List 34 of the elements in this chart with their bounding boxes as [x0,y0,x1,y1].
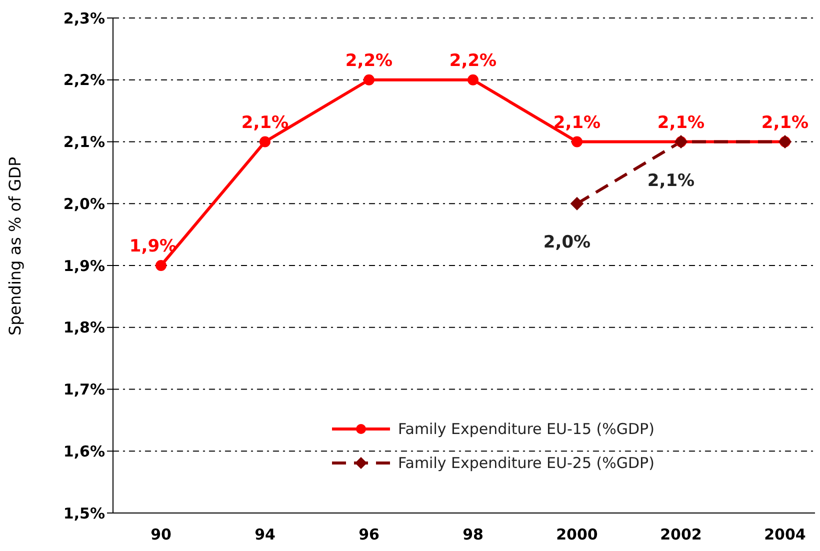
point [570,197,584,210]
point [364,74,374,86]
data-label: 1,9% [129,236,177,256]
y-tick-label: 2,3% [63,9,105,28]
x-tick-label: 94 [254,526,276,544]
point [468,74,478,86]
y-tick-label: 1,5% [63,504,105,522]
x-tick-label: 2002 [660,526,702,544]
data-label: 2,1% [553,112,601,133]
point [260,136,270,148]
y-tick-label: 2,1% [63,133,105,152]
data-label: 2,2% [449,50,497,71]
data-label: 2,2% [345,50,393,71]
x-tick-label: 96 [358,526,380,544]
legend-label: Family Expenditure EU-25 (%GDP) [398,454,654,472]
y-tick-label: 1,9% [63,256,105,275]
x-tick-label: 2000 [556,526,598,544]
y-tick-label: 2,2% [63,71,105,90]
data-label: 2,1% [241,112,289,133]
data-label: 2,1% [761,112,809,133]
data-label: 2,0% [543,232,591,253]
point [156,260,166,271]
x-tick-label: 90 [150,526,172,544]
y-tick-label: 2,0% [63,194,105,213]
y-axis-title: Spending as % of GDP [6,156,25,336]
point [572,136,582,148]
data-label: 2,1% [657,112,705,133]
data-label: 2,1% [647,170,695,191]
y-tick-label: 1,8% [63,318,105,337]
x-tick-label: 98 [462,526,484,544]
legend-label: Family Expenditure EU-15 (%GDP) [398,420,654,438]
x-tick-label: 2004 [764,526,806,544]
y-tick-label: 1,7% [63,380,105,399]
y-tick-label: 1,6% [63,442,105,460]
